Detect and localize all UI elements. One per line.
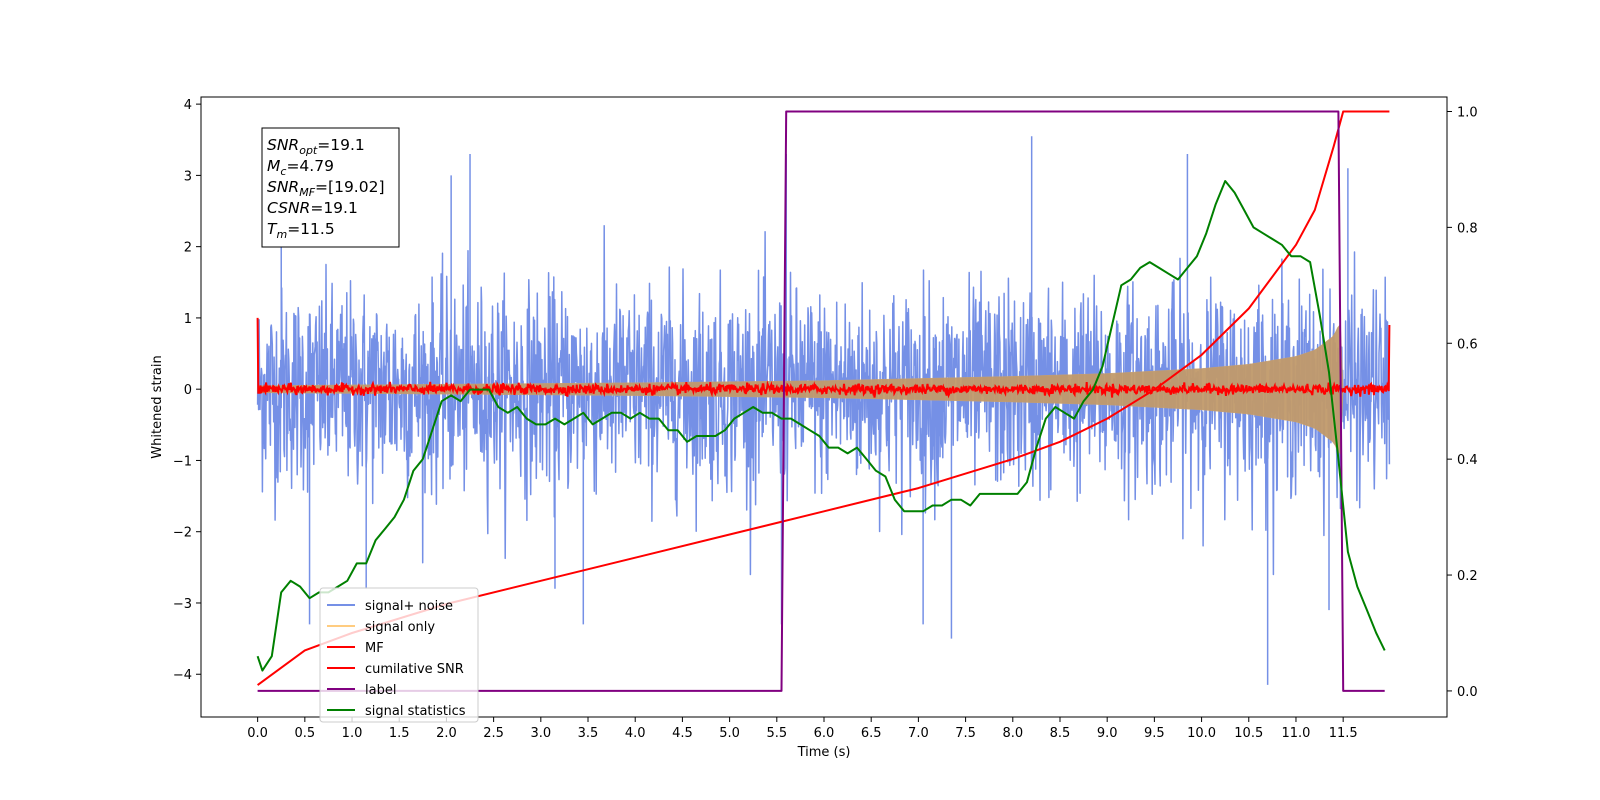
- x-tick-label: 4.0: [625, 726, 646, 741]
- x-tick-label: 5.5: [766, 726, 787, 741]
- legend-label: label: [365, 683, 396, 698]
- x-tick-label: 9.0: [1097, 726, 1118, 741]
- x-tick-label: 5.0: [719, 726, 740, 741]
- info-box-value: =19.1: [317, 136, 365, 154]
- series-signal-statistics: [256, 180, 1386, 672]
- x-axis-label: Time (s): [797, 745, 851, 760]
- y-axis-right: 0.0 0.2 0.4 0.6 0.8 1.0: [1447, 105, 1478, 700]
- x-tick-label: 9.5: [1144, 726, 1165, 741]
- info-box: SNRopt=19.1Mc=4.79SNRMF=[19.02]CSNR=19.1…: [261, 127, 400, 248]
- legend-item-signal-noise: signal+ noise: [327, 599, 453, 614]
- legend-label: MF: [365, 641, 384, 656]
- y-tick-label: −1: [173, 454, 192, 469]
- y-tick-label: 4: [184, 98, 192, 113]
- info-box-subscript: c: [280, 165, 286, 178]
- x-tick-label: 8.5: [1050, 726, 1071, 741]
- info-box-subscript: opt: [299, 144, 318, 157]
- y-tick-label: 3: [184, 169, 192, 184]
- series-label: [257, 110, 1385, 692]
- info-box-value: =19.1: [310, 199, 358, 217]
- legend-item-signal-only: signal only: [327, 620, 435, 635]
- y2-tick-label: 0.0: [1457, 685, 1478, 700]
- info-box-symbol: M: [267, 157, 280, 175]
- legend-label: cumilative SNR: [365, 662, 464, 677]
- series-signal-plus-noise: [256, 136, 1391, 685]
- info-box-line: SNRMF=[19.02]: [267, 178, 385, 199]
- y-tick-label: −2: [173, 526, 192, 541]
- x-tick-label: 2.0: [436, 726, 457, 741]
- info-box-symbol: T: [267, 220, 278, 238]
- y-axis-label: Whitened strain: [150, 355, 165, 458]
- info-box-subscript: m: [276, 228, 287, 241]
- x-tick-label: 4.5: [672, 726, 693, 741]
- x-tick-label: 0.5: [294, 726, 315, 741]
- series-layer: [256, 110, 1391, 692]
- info-box-symbol: SNR: [267, 136, 299, 154]
- y-axis-left: −4 −3 −2 −1 0 1 2 3 4: [173, 98, 201, 683]
- x-axis: 0.0 0.5 1.0 1.5 2.0 2.5 3.0 3.5 4.0 4.5 5.0 5.5 6.0 6…: [247, 717, 1358, 741]
- y2-tick-label: 0.4: [1457, 453, 1478, 468]
- info-box-value: =4.79: [286, 157, 334, 175]
- y-tick-label: 2: [184, 241, 192, 256]
- x-tick-label: 1.0: [342, 726, 363, 741]
- legend-item-label: label: [327, 683, 396, 698]
- x-tick-label: 3.5: [578, 726, 599, 741]
- info-box-frame: [261, 127, 400, 248]
- info-box-symbol: SNR: [267, 178, 299, 196]
- y2-tick-label: 1.0: [1457, 105, 1478, 120]
- y-tick-label: 1: [184, 312, 192, 327]
- y-tick-label: −3: [173, 597, 192, 612]
- legend-label: signal only: [365, 620, 435, 635]
- x-tick-label: 11.5: [1329, 726, 1358, 741]
- legend-item-signal-statistics: signal statistics: [327, 704, 466, 719]
- x-tick-label: 10.5: [1234, 726, 1263, 741]
- y2-tick-label: 0.6: [1457, 337, 1478, 352]
- legend-label: signal statistics: [365, 704, 466, 719]
- x-tick-label: 6.5: [861, 726, 882, 741]
- info-box-subscript: MF: [299, 186, 315, 199]
- info-box-value: =11.5: [287, 220, 335, 238]
- x-tick-label: 6.0: [814, 726, 835, 741]
- y2-tick-label: 0.8: [1457, 221, 1478, 236]
- info-box-line: SNRopt=19.1: [267, 136, 365, 157]
- x-tick-label: 3.0: [530, 726, 551, 741]
- x-tick-label: 1.5: [389, 726, 410, 741]
- x-tick-label: 7.0: [908, 726, 929, 741]
- series-mf: [256, 317, 1391, 399]
- x-tick-label: 2.5: [483, 726, 504, 741]
- info-box-line: CSNR=19.1: [267, 199, 358, 217]
- info-box-line: Mc=4.79: [267, 157, 334, 178]
- info-box-value: =[19.02]: [315, 178, 384, 196]
- legend-item-mf: MF: [327, 641, 384, 656]
- info-box-line: Tm=11.5: [267, 220, 335, 241]
- info-box-symbol: CSNR: [267, 199, 310, 217]
- x-tick-label: 7.5: [955, 726, 976, 741]
- signal-statistics-line: [256, 180, 1386, 672]
- x-tick-label: 10.0: [1187, 726, 1216, 741]
- y2-tick-label: 0.2: [1457, 569, 1478, 584]
- legend-frame: [319, 587, 479, 723]
- y-tick-label: 0: [184, 383, 192, 398]
- y-tick-label: −4: [173, 668, 192, 683]
- mf-line: [256, 317, 1391, 399]
- x-tick-label: 11.0: [1281, 726, 1310, 741]
- legend: signal+ noise signal only MF cumilative SNR…: [319, 587, 479, 723]
- legend-label: signal+ noise: [365, 599, 453, 614]
- x-tick-label: 8.0: [1002, 726, 1023, 741]
- x-tick-label: 0.0: [247, 726, 268, 741]
- legend-item-cumilative-snr: cumilative SNR: [327, 662, 464, 677]
- label-line: [257, 110, 1385, 692]
